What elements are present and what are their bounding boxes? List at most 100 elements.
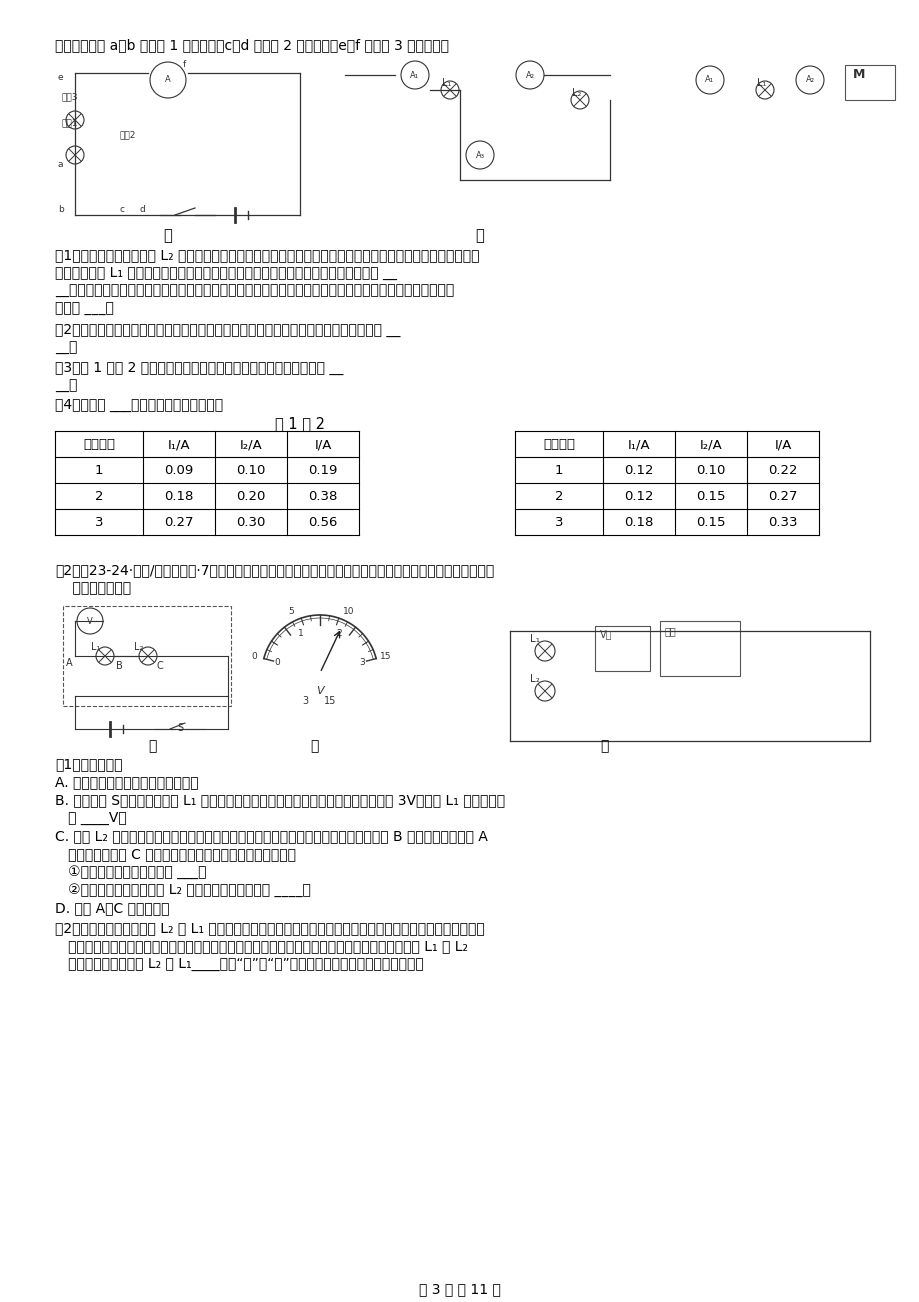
Text: 实验次数: 实验次数 <box>542 437 574 450</box>
Text: 0.19: 0.19 <box>308 464 337 477</box>
Text: 0.56: 0.56 <box>308 516 337 529</box>
Text: 0.10: 0.10 <box>696 464 725 477</box>
Text: 3: 3 <box>359 658 365 667</box>
Bar <box>844 65 894 100</box>
Text: B. 闭合开关 S，用电压表测出 L₁ 两端的电压；电压表示数如图乙所示，若电源电压为 3V，则灯 L₁ 两端的电压: B. 闭合开关 S，用电压表测出 L₁ 两端的电压；电压表示数如图乙所示，若电源… <box>55 793 505 807</box>
Text: V: V <box>316 686 323 697</box>
Text: A. 按图甲所示的电路图连接好电路；: A. 按图甲所示的电路图连接好电路； <box>55 775 199 789</box>
Text: 乙: 乙 <box>475 228 483 243</box>
Text: I₂/A: I₂/A <box>239 437 262 450</box>
Text: 乙: 乙 <box>310 740 318 753</box>
Text: 1: 1 <box>298 629 304 638</box>
Text: a: a <box>58 160 63 169</box>
Text: 0.18: 0.18 <box>165 490 194 503</box>
Text: 导线2: 导线2 <box>119 130 136 139</box>
Text: C. 在测 L₂ 两端的电压时，小张同学为了节省实验时间，采用以下方法：电压表所接的 B 接点不动，只断开 A: C. 在测 L₂ 两端的电压时，小张同学为了节省实验时间，采用以下方法：电压表所… <box>55 829 487 842</box>
Text: 0.38: 0.38 <box>308 490 337 503</box>
Text: __；: __； <box>55 341 77 355</box>
Text: 1: 1 <box>95 464 103 477</box>
Text: C: C <box>157 661 164 671</box>
Text: 0.12: 0.12 <box>624 464 653 477</box>
Text: 0.10: 0.10 <box>236 464 266 477</box>
Text: （2）小张在实验中发现灯 L₂ 比 L₁ 亮，他认为产生这种现象的原因是电流从电源正极流向负极的过程中逐渐减: （2）小张在实验中发现灯 L₂ 比 L₁ 亮，他认为产生这种现象的原因是电流从电… <box>55 921 484 935</box>
Bar <box>62 605 231 706</box>
Text: M: M <box>852 68 865 81</box>
Text: 是 ____V；: 是 ____V； <box>55 811 127 825</box>
Text: （1）实验步骤：: （1）实验步骤： <box>55 756 122 771</box>
Text: L₁: L₁ <box>529 634 539 644</box>
Text: D. 测出 A、C 间的电压。: D. 测出 A、C 间的电压。 <box>55 901 169 915</box>
Text: 1: 1 <box>554 464 562 477</box>
Text: 0.20: 0.20 <box>236 490 266 503</box>
Text: 导线3: 导线3 <box>62 92 78 102</box>
Text: L₁: L₁ <box>441 78 451 89</box>
Text: f: f <box>183 60 186 69</box>
Text: 接点，并改接到 C 接点上。小张的实验操作存在的问题是：: 接点，并改接到 C 接点上。小张的实验操作存在的问题是： <box>55 848 296 861</box>
Text: （4）其中表 ___是由电路乙测得的数据。: （4）其中表 ___是由电路乙测得的数据。 <box>55 398 223 411</box>
Text: 【2】（23-24·矿口/经开区期中·7分）某小组在对串联电路电压规律进行实验探究时，利用现有的器材按如下步: 【2】（23-24·矿口/经开区期中·7分）某小组在对串联电路电压规律进行实验探… <box>55 562 494 577</box>
Text: （2）图乙是小英小组设计后连接的电路，该实验电路中滑动变阵器所起到的主要作用是 __: （2）图乙是小英小组设计后连接的电路，该实验电路中滑动变阵器所起到的主要作用是 … <box>55 323 400 337</box>
Text: B: B <box>116 661 122 671</box>
Text: I₁/A: I₁/A <box>627 437 650 450</box>
Text: L₂: L₂ <box>572 89 581 98</box>
Text: 2: 2 <box>95 490 103 503</box>
Text: 0.22: 0.22 <box>767 464 797 477</box>
Text: L₂: L₂ <box>529 674 539 684</box>
Text: __；: __； <box>55 379 77 393</box>
Text: e: e <box>58 73 63 82</box>
Text: 丙: 丙 <box>599 740 607 753</box>
Text: 2: 2 <box>335 629 341 638</box>
Text: 0.33: 0.33 <box>767 516 797 529</box>
Text: ①在拆接电路时，开关没有 ___；: ①在拆接电路时，开关没有 ___； <box>55 865 206 879</box>
Text: A: A <box>165 76 171 85</box>
Text: （1）甲图是用电流表测量 L₂ 中电流的连线，经检查发现电流表的接线错误。为了改动尽可能少的线，小明准备: （1）甲图是用电流表测量 L₂ 中电流的连线，经检查发现电流表的接线错误。为了改… <box>55 247 479 262</box>
Text: 甲: 甲 <box>164 228 172 243</box>
Text: b: b <box>58 204 63 214</box>
Text: 位置互换，若发现灯 L₂ 比 L₁____（填“亮”或“暗”），即可证明小张的观点是错误的。: 位置互换，若发现灯 L₂ 比 L₁____（填“亮”或“暗”），即可证明小张的观… <box>55 957 424 971</box>
Text: 则应将 ___；: 则应将 ___； <box>55 302 114 316</box>
Text: 0: 0 <box>251 651 256 660</box>
Text: A₁: A₁ <box>705 76 714 85</box>
Text: I₂/A: I₂/A <box>698 437 721 450</box>
Text: 先用电流表测 L₁ 中的电流，只需要在原连线中改动一根导线一端的位置即可，则应将 __: 先用电流表测 L₁ 中的电流，只需要在原连线中改动一根导线一端的位置即可，则应将… <box>55 266 397 280</box>
Text: 0.09: 0.09 <box>165 464 193 477</box>
Bar <box>659 621 739 676</box>
Text: A₁: A₁ <box>410 70 419 79</box>
Text: 3: 3 <box>554 516 562 529</box>
Text: 0.30: 0.30 <box>236 516 266 529</box>
Text: __；在以上改动后的基础上，若要用电流表测干路中的电流，也只需再改动一根导线一端的位置即可实现，: __；在以上改动后的基础上，若要用电流表测干路中的电流，也只需再改动一根导线一端… <box>55 284 454 298</box>
Text: L₁: L₁ <box>756 78 766 89</box>
Text: L₂: L₂ <box>134 642 143 652</box>
Text: A: A <box>66 658 73 668</box>
Text: 0.27: 0.27 <box>165 516 194 529</box>
Text: 3: 3 <box>301 697 308 706</box>
Text: （3）表 1 和表 2 是他们实验时所测量的数据，由实验得出的结论是 __: （3）表 1 和表 2 是他们实验时所测量的数据，由实验得出的结论是 __ <box>55 361 343 375</box>
Text: 0.27: 0.27 <box>767 490 797 503</box>
Text: S: S <box>176 723 183 733</box>
Text: 0.12: 0.12 <box>624 490 653 503</box>
Text: V: V <box>87 617 93 625</box>
Text: I/A: I/A <box>314 437 332 450</box>
Text: 3: 3 <box>95 516 103 529</box>
Text: c: c <box>119 204 125 214</box>
Text: 5: 5 <box>288 607 293 616</box>
Text: A₂: A₂ <box>525 70 534 79</box>
Text: 导线1: 导线1 <box>62 118 78 128</box>
Bar <box>595 626 650 671</box>
Text: A₂: A₂ <box>805 76 813 85</box>
Text: 电路。（其中 a、b 是导线 1 的两端点，c、d 是导线 2 的两端点，e、f 是导线 3 的两端点）: 电路。（其中 a、b 是导线 1 的两端点，c、d 是导线 2 的两端点，e、f… <box>55 38 448 52</box>
Text: ②小张用上面的方法测量 L₂ 两端的电压时，电压表 ____。: ②小张用上面的方法测量 L₂ 两端的电压时，电压表 ____。 <box>55 883 311 897</box>
Text: L₁: L₁ <box>91 642 100 652</box>
Text: 电源: 电源 <box>664 626 676 635</box>
Text: 甲: 甲 <box>148 740 156 753</box>
Text: 2: 2 <box>554 490 562 503</box>
Text: 小。小明想通过测量电流大小来证明小张的观点是错误的，但实验桌上没有电流表，于是他将灯 L₁ 和 L₂: 小。小明想通过测量电流大小来证明小张的观点是错误的，但实验桌上没有电流表，于是他… <box>55 939 468 953</box>
Text: 0.18: 0.18 <box>624 516 653 529</box>
Text: 0: 0 <box>274 658 280 667</box>
Text: 第 3 页 共 11 页: 第 3 页 共 11 页 <box>419 1282 500 1295</box>
Text: d: d <box>140 204 145 214</box>
Text: 驾进行了操作。: 驾进行了操作。 <box>55 581 131 595</box>
Text: 10: 10 <box>343 607 355 616</box>
Text: 0.15: 0.15 <box>696 516 725 529</box>
Text: 实验次数: 实验次数 <box>83 437 115 450</box>
